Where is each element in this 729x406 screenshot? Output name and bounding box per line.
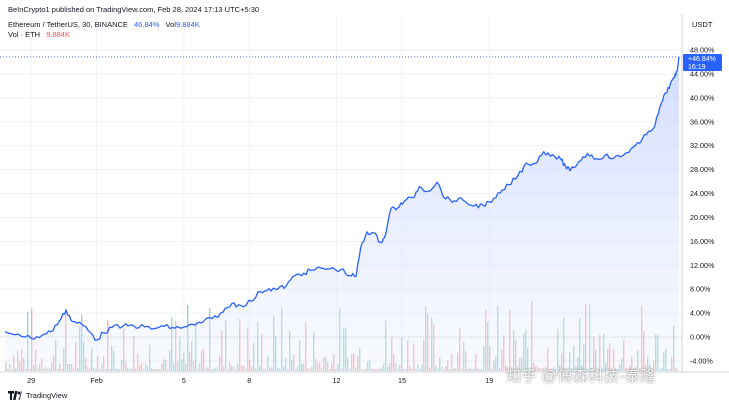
y-tick-label: 8.00%: [690, 285, 711, 294]
y-axis: 48.00% 44.00% 40.00% 36.00% 32.00% 28.00% 24.0…: [681, 14, 715, 372]
x-tick-label: 15: [398, 376, 406, 385]
y-tick-label: 48.00%: [690, 46, 715, 55]
y-tick-label: 40.00%: [690, 93, 715, 102]
price-line: [4, 56, 680, 341]
y-tick-label: 28.00%: [690, 165, 715, 174]
y-tick-label: 36.00%: [690, 117, 715, 126]
y-tick-label: 32.00%: [690, 141, 715, 150]
watermark: 知乎 @傅森科技-泰隆: [506, 368, 656, 385]
x-tick-label: Feb: [90, 376, 102, 385]
footer-brand[interactable]: TradingView: [8, 391, 67, 400]
symbol-name: Ethereum / TetherUS, 30, BINANCE: [8, 20, 128, 29]
y-tick-label: -4.00%: [690, 357, 713, 366]
tradingview-logo-icon: [8, 391, 22, 400]
x-tick-label: 12: [333, 376, 341, 385]
x-tick-label: 19: [485, 376, 493, 385]
x-axis: 29 Feb 5 8 12 15 19: [0, 371, 729, 385]
x-tick-label: 8: [247, 376, 251, 385]
currency-label[interactable]: USDT: [692, 20, 713, 29]
area-fill: [5, 56, 679, 373]
change-percent: 46.84%: [134, 20, 160, 29]
volume-label: Vol: [165, 20, 176, 29]
x-tick-label: 29: [27, 376, 35, 385]
y-tick-label: 16.00%: [690, 237, 715, 246]
y-tick-label: 24.00%: [690, 189, 715, 198]
volume-value: 9.884K: [175, 20, 200, 29]
y-tick-label: 4.00%: [690, 309, 711, 318]
publisher-line: BeInCrypto1 published on TradingView.com…: [8, 5, 260, 14]
badge-time: 16:19: [688, 64, 706, 71]
x-tick-label: 5: [182, 376, 186, 385]
y-tick-label: 0.00%: [690, 333, 711, 342]
volume-series-value: 9.884K: [46, 30, 70, 39]
footer-brand-label: TradingView: [26, 391, 68, 400]
y-tick-label: 12.00%: [690, 261, 715, 270]
price-badge: +46.84%16:19: [683, 53, 722, 71]
badge-box: [683, 53, 722, 71]
volume-series-line[interactable]: Vol · ETH 9.884K: [8, 30, 70, 39]
badge-value: +46.84%: [688, 56, 716, 63]
volume-series-label: Vol · ETH: [8, 30, 41, 39]
y-tick-label: 44.00%: [690, 69, 715, 78]
symbol-line[interactable]: Ethereum / TetherUS, 30, BINANCE 46.84% …: [8, 20, 200, 29]
y-tick-label: 20.00%: [690, 213, 715, 222]
price-area: [4, 56, 680, 373]
